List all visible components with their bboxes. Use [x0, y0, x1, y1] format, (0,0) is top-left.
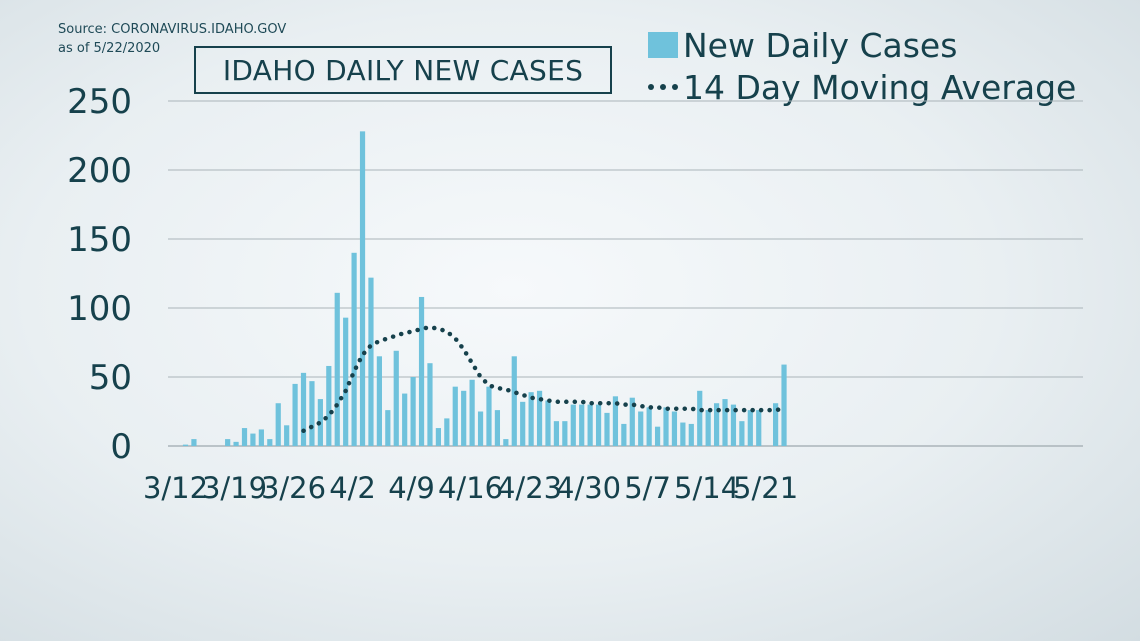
x-tick-label: 4/16 — [438, 471, 503, 505]
bar — [646, 407, 652, 446]
legend-label-moving-average: 14 Day Moving Average — [683, 67, 1077, 107]
bar — [402, 393, 408, 446]
y-tick-label: 150 — [67, 220, 132, 260]
bar — [241, 428, 248, 446]
bar — [671, 411, 678, 446]
bar — [528, 392, 534, 446]
bar — [713, 403, 720, 446]
source-note: Source: CORONAVIRUS.IDAHO.GOV as of 5/22… — [58, 20, 286, 58]
x-tick-label: 5/21 — [733, 471, 798, 505]
bar — [486, 386, 492, 446]
x-tick-label: 3/12 — [143, 471, 208, 505]
y-tick-label: 200 — [67, 151, 132, 191]
x-tick-label: 3/26 — [261, 471, 326, 505]
bar — [536, 390, 543, 446]
bar-swatch-icon — [648, 32, 678, 58]
bar — [368, 277, 374, 446]
bar — [334, 292, 340, 446]
bar — [351, 252, 357, 446]
bar — [427, 363, 433, 446]
x-tick-label: 3/19 — [202, 471, 267, 505]
bar — [773, 403, 779, 446]
moving-average-line — [301, 325, 787, 434]
as-of-date: as of 5/22/2020 — [58, 41, 161, 56]
bar — [756, 410, 762, 446]
x-tick-label: 4/9 — [388, 471, 435, 505]
bar — [739, 421, 745, 446]
bar — [730, 404, 737, 446]
bar — [570, 404, 576, 446]
bar — [604, 412, 610, 446]
bar — [376, 356, 382, 446]
bar — [562, 421, 568, 446]
bar — [638, 411, 644, 446]
bar — [359, 131, 366, 447]
bar — [435, 428, 441, 446]
legend: New Daily Cases 14 Day Moving Average — [648, 24, 1076, 108]
bar — [418, 296, 425, 446]
x-tick-label: 4/23 — [497, 471, 562, 505]
bar — [393, 350, 399, 446]
bar — [444, 418, 450, 446]
bar — [697, 390, 703, 446]
bar — [410, 377, 416, 446]
bar — [511, 356, 517, 446]
y-tick-label: 100 — [67, 289, 132, 329]
bar — [612, 396, 619, 446]
bar — [747, 410, 753, 446]
bar — [385, 410, 391, 446]
bar — [654, 426, 661, 446]
legend-label-new-daily-cases: New Daily Cases — [683, 25, 958, 65]
bar — [182, 444, 189, 446]
dotted-line-swatch-icon — [648, 84, 678, 90]
legend-item-moving-average: 14 Day Moving Average — [648, 66, 1076, 108]
source-line: Source: CORONAVIRUS.IDAHO.GOV — [58, 22, 287, 37]
bar — [781, 364, 787, 446]
bar — [300, 372, 307, 446]
legend-item-new-daily-cases: New Daily Cases — [648, 24, 1076, 66]
x-tick-label: 4/2 — [329, 471, 376, 505]
bar — [284, 425, 290, 446]
bar — [469, 379, 475, 446]
bar — [267, 439, 273, 446]
bar — [545, 400, 551, 446]
bar — [579, 404, 585, 446]
bar — [275, 403, 281, 446]
bar — [629, 397, 635, 446]
bar — [452, 386, 458, 446]
bar — [587, 404, 593, 446]
bar — [343, 317, 349, 446]
bar — [292, 383, 298, 446]
bar — [326, 365, 332, 446]
bar — [233, 441, 239, 446]
bar — [688, 423, 694, 446]
bar — [663, 407, 669, 446]
bar — [503, 439, 509, 446]
bar — [494, 410, 501, 446]
bar — [225, 439, 231, 446]
bar — [461, 390, 467, 446]
bar — [477, 411, 484, 446]
bar — [250, 433, 256, 446]
bar — [309, 381, 315, 446]
x-tick-label: 5/14 — [674, 471, 739, 505]
bar — [258, 429, 264, 446]
bar — [595, 404, 602, 446]
x-tick-label: 4/30 — [556, 471, 621, 505]
bar — [621, 423, 627, 446]
chart-title: IDAHO DAILY NEW CASES — [194, 46, 612, 94]
bar — [520, 401, 526, 446]
bar — [680, 422, 686, 446]
bar — [553, 421, 560, 446]
bar — [722, 399, 728, 446]
y-tick-label: 50 — [89, 358, 132, 398]
bar — [191, 439, 197, 446]
x-tick-label: 5/7 — [624, 471, 671, 505]
y-tick-label: 250 — [67, 82, 132, 122]
bar — [705, 410, 711, 446]
y-tick-label: 0 — [110, 427, 132, 467]
